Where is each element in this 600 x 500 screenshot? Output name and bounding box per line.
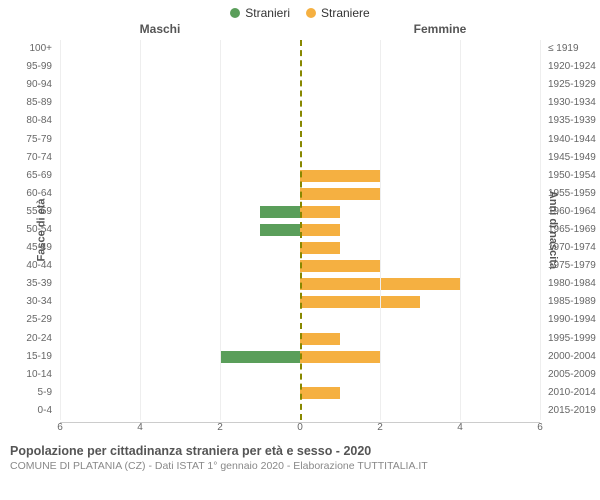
population-pyramid-chart: Stranieri Straniere Maschi Femmine Fasce… xyxy=(0,0,600,500)
gender-headers: Maschi Femmine xyxy=(0,22,600,36)
birth-year-label: 2010-2014 xyxy=(548,387,596,398)
bar-female xyxy=(300,387,340,399)
chart-footer: Popolazione per cittadinanza straniera p… xyxy=(0,438,600,472)
bar-female xyxy=(300,224,340,236)
bar-female xyxy=(300,351,380,363)
x-tick: 4 xyxy=(457,422,463,433)
x-tick: 6 xyxy=(57,422,63,433)
bar-female xyxy=(300,170,380,182)
gridline xyxy=(380,40,381,420)
x-tick: 4 xyxy=(137,422,143,433)
birth-year-label: 2005-2009 xyxy=(548,369,596,380)
bar-male xyxy=(260,224,300,236)
gridline xyxy=(540,40,541,420)
birth-year-label: 1925-1929 xyxy=(548,79,596,90)
x-tick: 6 xyxy=(537,422,543,433)
birth-year-label: 1955-1959 xyxy=(548,188,596,199)
gridline xyxy=(460,40,461,420)
bar-female xyxy=(300,206,340,218)
age-label: 55-59 xyxy=(26,206,52,217)
x-tick: 2 xyxy=(217,422,223,433)
x-tick: 2 xyxy=(377,422,383,433)
age-label: 75-79 xyxy=(26,134,52,145)
chart-subtitle: COMUNE DI PLATANIA (CZ) - Dati ISTAT 1° … xyxy=(10,460,590,472)
swatch-male xyxy=(230,8,240,18)
legend-label-male: Stranieri xyxy=(245,6,290,20)
age-label: 15-19 xyxy=(26,351,52,362)
swatch-female xyxy=(306,8,316,18)
age-label: 100+ xyxy=(29,43,52,54)
bar-female xyxy=(300,296,420,308)
plot-area: Fasce di età Anni di nascita 100+≤ 19199… xyxy=(60,40,540,420)
birth-year-label: 1945-1949 xyxy=(548,152,596,163)
age-label: 45-49 xyxy=(26,242,52,253)
age-label: 35-39 xyxy=(26,278,52,289)
age-label: 90-94 xyxy=(26,79,52,90)
age-label: 70-74 xyxy=(26,152,52,163)
legend-label-female: Straniere xyxy=(321,6,370,20)
header-male: Maschi xyxy=(0,22,300,36)
birth-year-label: 1940-1944 xyxy=(548,134,596,145)
gridline xyxy=(140,40,141,420)
centerline xyxy=(300,40,302,420)
x-tick: 0 xyxy=(297,422,303,433)
header-female: Femmine xyxy=(300,22,600,36)
birth-year-label: 1990-1994 xyxy=(548,314,596,325)
birth-year-label: 1970-1974 xyxy=(548,242,596,253)
age-label: 20-24 xyxy=(26,333,52,344)
bar-female xyxy=(300,188,380,200)
birth-year-label: 2000-2004 xyxy=(548,351,596,362)
bar-male xyxy=(260,206,300,218)
bar-female xyxy=(300,333,340,345)
age-label: 85-89 xyxy=(26,97,52,108)
legend-item-female: Straniere xyxy=(306,6,370,20)
age-label: 5-9 xyxy=(38,387,52,398)
age-label: 65-69 xyxy=(26,170,52,181)
birth-year-label: 1930-1934 xyxy=(548,97,596,108)
age-label: 50-54 xyxy=(26,224,52,235)
birth-year-label: 1965-1969 xyxy=(548,224,596,235)
gridline xyxy=(220,40,221,420)
bar-male xyxy=(220,351,300,363)
age-label: 0-4 xyxy=(38,405,52,416)
age-label: 30-34 xyxy=(26,296,52,307)
birth-year-label: 1950-1954 xyxy=(548,170,596,181)
age-label: 95-99 xyxy=(26,61,52,72)
birth-year-label: 1975-1979 xyxy=(548,260,596,271)
bar-female xyxy=(300,242,340,254)
birth-year-label: 1960-1964 xyxy=(548,206,596,217)
x-axis: 6 4 2 0 2 4 6 xyxy=(60,420,540,438)
age-label: 25-29 xyxy=(26,314,52,325)
bar-female xyxy=(300,260,380,272)
legend-item-male: Stranieri xyxy=(230,6,290,20)
birth-year-label: ≤ 1919 xyxy=(548,43,579,54)
age-label: 80-84 xyxy=(26,115,52,126)
age-label: 60-64 xyxy=(26,188,52,199)
legend: Stranieri Straniere xyxy=(0,0,600,20)
birth-year-label: 2015-2019 xyxy=(548,405,596,416)
birth-year-label: 1935-1939 xyxy=(548,115,596,126)
age-label: 10-14 xyxy=(26,369,52,380)
birth-year-label: 1920-1924 xyxy=(548,61,596,72)
birth-year-label: 1985-1989 xyxy=(548,296,596,307)
gridline xyxy=(60,40,61,420)
age-label: 40-44 xyxy=(26,260,52,271)
chart-title: Popolazione per cittadinanza straniera p… xyxy=(10,444,590,458)
birth-year-label: 1980-1984 xyxy=(548,278,596,289)
birth-year-label: 1995-1999 xyxy=(548,333,596,344)
